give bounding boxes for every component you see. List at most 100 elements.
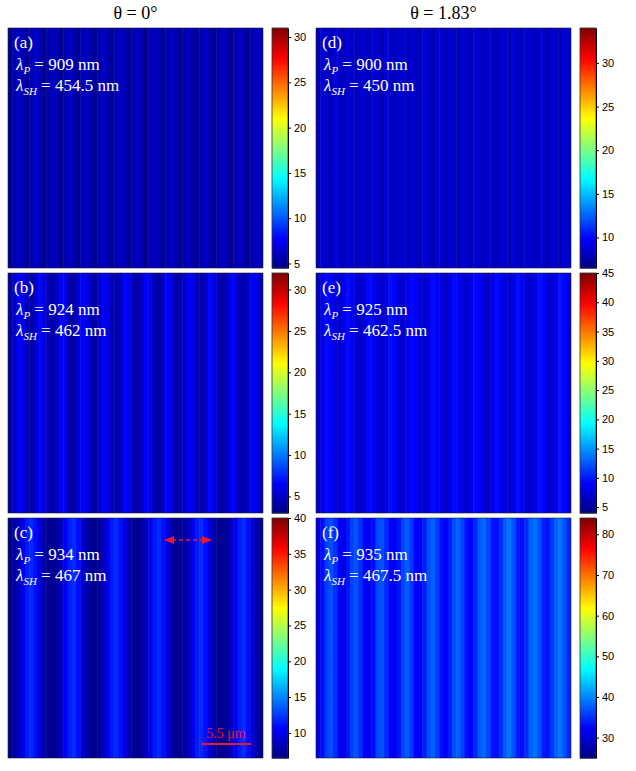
colorbar-tick: 15: [288, 408, 306, 420]
heatmap-cell: [119, 273, 124, 513]
image-frame: [8, 28, 263, 268]
heatmap-cell: [516, 28, 521, 268]
colorbar-tick-mark: [596, 332, 599, 333]
heatmap-cell: [418, 273, 423, 513]
heatmap-cell: [516, 273, 521, 513]
heatmap-cell: [410, 518, 415, 758]
heatmap-cell: [461, 273, 466, 513]
colorbar-tick: 30: [288, 31, 306, 43]
heatmap-cell: [507, 518, 512, 758]
heatmap-cell: [563, 518, 568, 758]
colorbar-tick-label: 15: [294, 691, 306, 703]
colorbar-axis-line: [596, 274, 597, 514]
heatmap-cell: [182, 28, 187, 268]
heatmap-cell: [469, 28, 474, 268]
colorbar-tick-mark: [596, 419, 599, 420]
heatmap-cell: [529, 518, 534, 758]
colorbar-tick-label: 20: [294, 366, 306, 378]
heatmap-cell: [431, 28, 436, 268]
heatmap-cell: [520, 273, 525, 513]
heatmap-cell: [431, 273, 436, 513]
colorbar-tick: 20: [288, 655, 306, 667]
colorbar-tick-label: 40: [602, 691, 614, 703]
heatmap-cell: [221, 273, 226, 513]
heatmap-cell: [512, 28, 517, 268]
heatmap-cell: [533, 273, 538, 513]
colorbar-frame: [272, 28, 288, 268]
column-title: θ = 0°: [114, 3, 158, 23]
heatmap-cell: [469, 518, 474, 758]
colorbar-tick-label: 40: [602, 296, 614, 308]
heatmap-cell: [316, 28, 321, 268]
colorbar-tick: 35: [288, 548, 306, 560]
heatmap-cell: [439, 273, 444, 513]
heatmap-cell: [127, 273, 132, 513]
heatmap-cell: [102, 518, 107, 758]
heatmap-cell: [199, 273, 204, 513]
colorbar-tick-mark: [596, 194, 599, 195]
colorbar-tick-label: 10: [602, 231, 614, 243]
heatmap-cell: [456, 28, 461, 268]
column-title: θ = 1.83°: [410, 3, 476, 23]
heatmap-cell: [529, 28, 534, 268]
colorbar: 304050607080: [580, 518, 614, 759]
heatmap-cell: [431, 518, 436, 758]
heatmap-cell: [238, 518, 243, 758]
heatmap-cell: [174, 518, 179, 758]
heatmap-cell: [157, 273, 162, 513]
colorbar-tick-label: 15: [294, 408, 306, 420]
colorbar-tick-mark: [596, 273, 599, 274]
heatmap-cell: [199, 28, 204, 268]
heatmap-cells: [8, 518, 263, 758]
colorbar-tick: 20: [596, 413, 614, 425]
colorbar-tick-mark: [288, 496, 291, 497]
heatmap-cells: [8, 28, 263, 268]
heatmap-cell: [422, 518, 427, 758]
heatmap-cell: [212, 28, 217, 268]
heatmap-cell: [157, 28, 162, 268]
colorbar: 10152025303540: [272, 512, 306, 759]
heatmap-cell: [444, 28, 449, 268]
heatmap-cell: [191, 273, 196, 513]
heatmap-cell: [520, 28, 525, 268]
annotation: λP = 909 nm: [15, 55, 100, 76]
annotation-text: = 450 nm: [345, 76, 415, 95]
colorbar-tick-label: 50: [602, 650, 614, 662]
colorbar-tick-mark: [596, 63, 599, 64]
annotation-text: = 467.5 nm: [345, 566, 427, 585]
heatmap-cell: [495, 28, 500, 268]
annotation-symbol: λ: [323, 76, 331, 95]
heatmap-cell: [195, 273, 200, 513]
heatmap-cell: [131, 273, 136, 513]
heatmap-cell: [554, 518, 559, 758]
annotation-subscript: SH: [23, 575, 38, 587]
annotation: λSH = 467.5 nm: [323, 566, 427, 587]
colorbar-tick: 30: [288, 284, 306, 296]
heatmap-cell: [410, 273, 415, 513]
heatmap-cell: [136, 28, 141, 268]
colorbar-tick: 15: [596, 443, 614, 455]
annotation: λSH = 454.5 nm: [15, 76, 119, 97]
colorbar-tick: 25: [288, 619, 306, 631]
heatmap-cell: [435, 518, 440, 758]
colorbar-axis: 51015202530354045: [596, 267, 614, 513]
heatmap-cell: [533, 518, 538, 758]
heatmap-cell: [503, 273, 508, 513]
colorbar-axis-line: [596, 29, 597, 269]
colorbar-tick-mark: [596, 478, 599, 479]
heatmap-cell: [541, 28, 546, 268]
panel: (c)λP = 934 nmλSH = 467 nm5.5 μm10152025…: [8, 512, 306, 759]
colorbar-tick-label: 45: [602, 267, 614, 279]
heatmap-cell: [524, 273, 529, 513]
colorbar-tick-label: 5: [602, 501, 608, 513]
heatmap-cell: [537, 273, 542, 513]
heatmap-cell: [456, 273, 461, 513]
colorbar-tick-mark: [596, 697, 599, 698]
colorbar-tick-label: 15: [294, 167, 306, 179]
heatmap-cell: [187, 518, 192, 758]
colorbar-tick-mark: [288, 37, 291, 38]
heatmap-cell: [238, 273, 243, 513]
colorbar-tick-mark: [596, 534, 599, 535]
annotation-subscript: SH: [23, 330, 38, 342]
colorbar-tick: 30: [288, 584, 306, 596]
